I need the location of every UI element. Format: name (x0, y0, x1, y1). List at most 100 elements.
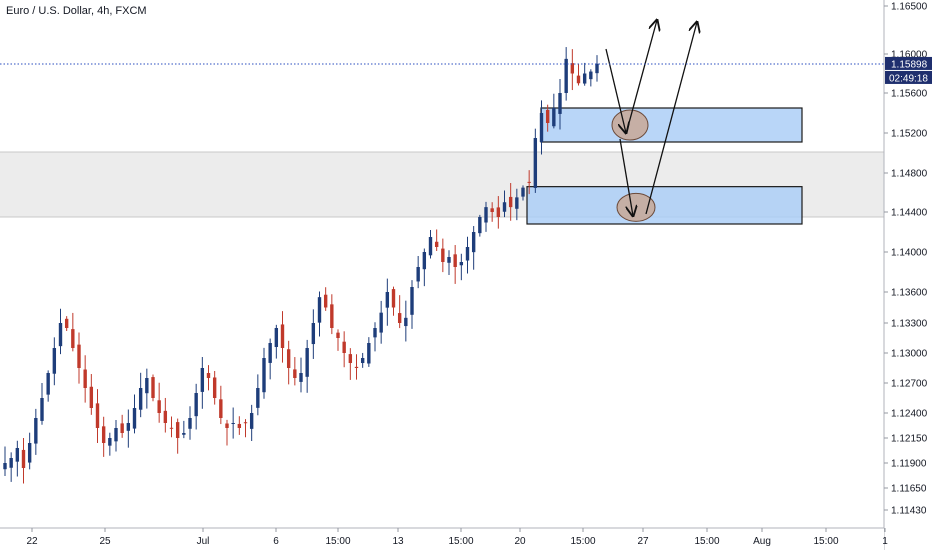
candle-body (379, 312, 383, 333)
candle-body (286, 349, 291, 368)
candle (336, 329, 340, 351)
arrow-up-1[interactable] (625, 20, 657, 135)
x-tick-label: 15:00 (448, 536, 473, 547)
candle (293, 357, 297, 386)
candle-body (508, 196, 513, 208)
y-tick-label: 1.16500 (891, 2, 928, 13)
candle (441, 238, 445, 273)
candle (367, 337, 371, 367)
candle (299, 357, 303, 393)
candle-body (570, 63, 575, 74)
candle-body (21, 449, 26, 468)
candle-body (169, 427, 174, 429)
y-tick-label: 1.15200 (891, 129, 928, 140)
candle (77, 332, 81, 384)
x-tick-label: 15:00 (694, 536, 719, 547)
candle-body (243, 422, 248, 424)
candle (175, 418, 180, 454)
candle-body (58, 323, 63, 347)
zone-box-1[interactable] (540, 107, 803, 143)
candle (188, 406, 192, 440)
arrow-down-1[interactable] (605, 48, 626, 133)
candle-body (262, 358, 266, 393)
candle (305, 339, 309, 393)
candle (342, 331, 346, 368)
candle (595, 55, 599, 82)
candle (126, 409, 131, 448)
chart-title: Euro / U.S. Dollar, 4h, FXCM (6, 5, 147, 17)
y-tick-label: 1.11900 (891, 459, 927, 470)
candle (40, 383, 44, 425)
candle-body (182, 433, 186, 435)
candle (286, 340, 291, 385)
zone-box-2[interactable] (526, 186, 803, 225)
candle-body (539, 113, 544, 142)
x-tick-label: 1 (882, 536, 888, 547)
x-tick-label: Aug (753, 536, 771, 547)
annotations-layer (605, 20, 697, 222)
candle (243, 419, 248, 438)
candle (194, 383, 198, 430)
candle (157, 382, 161, 423)
candle-body (206, 373, 211, 378)
y-tick-label: 1.13000 (891, 349, 928, 360)
candle (582, 62, 587, 86)
candle-body (582, 73, 587, 84)
target-circle-2[interactable] (616, 192, 656, 222)
candle-body (434, 241, 439, 247)
candle (182, 420, 186, 439)
candle (95, 389, 100, 444)
candle (108, 432, 112, 456)
candle (453, 245, 457, 284)
candle-body (552, 108, 556, 127)
candle (539, 100, 544, 155)
candle (206, 365, 211, 391)
support-resistance-band-layer (0, 151, 884, 218)
candle (200, 357, 205, 409)
candle-body (83, 369, 87, 388)
candle-body (367, 343, 371, 364)
candle (219, 385, 223, 425)
candle (422, 248, 427, 287)
candle-body (595, 63, 599, 74)
arrow-up-2[interactable] (645, 22, 697, 215)
candle-body (545, 109, 550, 123)
y-tick-label: 1.12700 (891, 379, 928, 390)
candle (459, 253, 464, 281)
candle-body (40, 398, 44, 421)
countdown-badge (885, 70, 932, 84)
candle (138, 372, 143, 418)
candle (120, 414, 124, 438)
candle (231, 407, 235, 439)
candle-body (342, 341, 346, 353)
candle-body (101, 426, 106, 443)
candle (330, 294, 334, 335)
candle (552, 93, 556, 129)
candle-body (496, 207, 501, 217)
candle-body (558, 93, 562, 114)
time-axis[interactable]: 22 25 Jul 6 15:00 13 15:00 20 15:00 27 15:00 Aug 15:… (0, 527, 888, 550)
target-circle-1[interactable] (611, 109, 649, 141)
candle-body (188, 418, 192, 429)
candle-body (27, 443, 32, 463)
candle (354, 354, 359, 380)
candle-body (360, 358, 365, 364)
price-axis[interactable]: 1.16500 1.16000 1.15600 1.15200 1.14800 1.144… (883, 0, 932, 550)
y-tick-label: 1.12150 (891, 434, 928, 445)
candle (490, 202, 494, 222)
candle-body (471, 232, 476, 253)
price-axis-bg (884, 0, 932, 550)
candle-body (354, 366, 359, 368)
arrow-down-2[interactable] (619, 138, 633, 216)
candle-body (95, 403, 100, 428)
candle-body (564, 58, 568, 93)
candle-body (157, 400, 161, 413)
candle (348, 348, 353, 380)
candle-body (145, 378, 149, 394)
y-tick-label: 1.16000 (891, 50, 928, 61)
candle-body (132, 408, 137, 429)
candle (34, 408, 38, 455)
candle-body (231, 423, 235, 424)
candle (558, 78, 562, 130)
